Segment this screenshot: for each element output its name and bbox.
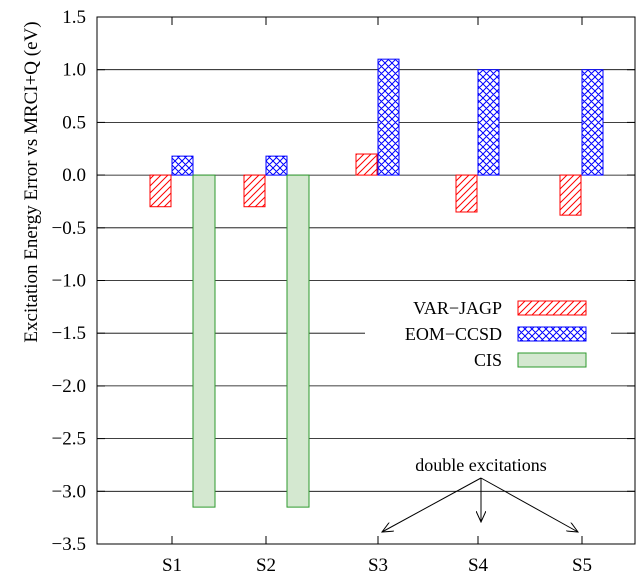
bar-varjagp-s4 [455,174,478,213]
annotation-text: double excitations [415,455,546,475]
y-tick-label: 0.0 [62,165,86,186]
y-tick-label: −1.0 [52,271,86,292]
annotation: double excitations [382,455,578,532]
x-tick-label: S2 [256,555,276,576]
legend-label: EOM−CCSD [405,324,502,344]
y-tick-label: −3.5 [52,534,86,555]
y-tick-label: −1.5 [52,323,86,344]
grid-lines [97,69,635,492]
bar-eomccsd-s2 [265,155,288,176]
y-axis-ticks: 1.5 1.0 0.5 0.0 −0.5 −1.0 −1.5 −2.0 −2.5 −3.0 −3.5 [52,7,635,555]
y-tick-label: 1.5 [62,7,86,28]
bar-cis-s1 [192,174,216,508]
x-tick-label: S1 [162,555,182,576]
legend-swatch [517,326,587,342]
legend-swatch [517,300,587,316]
y-tick-label: −3.0 [52,481,86,502]
bar-eomccsd-s5 [581,69,604,176]
bar-varjagp-s3 [355,153,378,176]
annotation-arrow [480,477,578,532]
bar-eomccsd-s4 [477,69,500,176]
bar-eomccsd-s3 [377,58,400,176]
bars [149,58,604,508]
y-tick-label: −0.5 [52,218,86,239]
bar-eomccsd-s1 [171,155,194,176]
x-tick-label: S5 [572,555,592,576]
y-tick-label: −2.5 [52,429,86,450]
y-tick-label: −2.0 [52,376,86,397]
legend-swatch [517,352,587,368]
y-tick-label: 0.5 [62,112,86,133]
bar-varjagp-s1 [149,174,172,208]
y-axis-label: Excitation Energy Error vs MRCI+Q (eV) [21,21,42,342]
x-tick-label: S3 [368,555,388,576]
annotation-arrow [382,477,482,532]
bar-varjagp-s5 [559,174,582,216]
x-axis-ticks: S1 S2 S3 S4 S5 [162,17,592,576]
legend-label: CIS [474,350,502,370]
y-tick-label: 1.0 [62,60,86,81]
legend: VAR−JAGP EOM−CCSD CIS [365,298,611,376]
bar-cis-s2 [286,174,310,508]
x-tick-label: S4 [468,555,489,576]
bar-varjagp-s2 [243,174,266,208]
legend-label: VAR−JAGP [413,298,502,318]
